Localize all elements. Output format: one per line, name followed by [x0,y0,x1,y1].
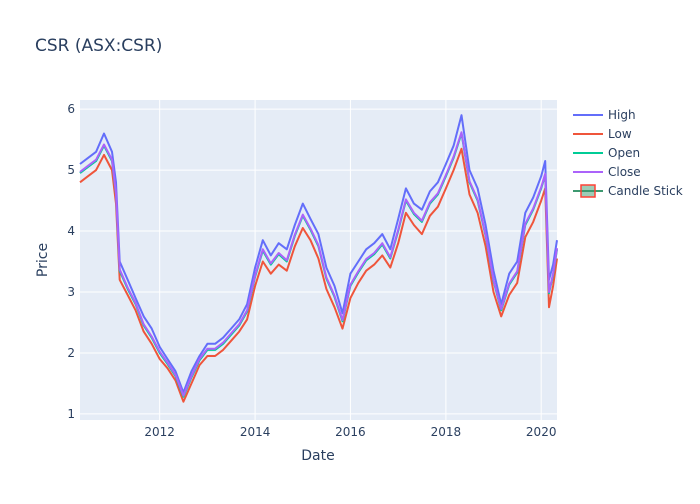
grid-lines [80,100,557,420]
y-tick-label: 3 [67,285,75,299]
legend-item: High [573,108,636,122]
series-lines [79,114,558,403]
legend-label: High [608,108,636,122]
x-tick-label: 2016 [335,425,366,439]
series-line-close [79,131,558,397]
candlestick-icon-body [580,184,596,198]
legend-item: Close [573,165,641,179]
y-tick-label: 5 [67,163,75,177]
legend-item: Open [573,146,640,160]
x-tick-label: 2012 [144,425,175,439]
series-line-low [79,147,558,403]
legend: High Low Open Close Candle Stick [573,108,683,198]
chart-title: CSR (ASX:CSR) [35,36,162,56]
y-tick-label: 4 [67,224,75,238]
series-line-high [79,114,558,394]
legend-item: Low [573,127,632,141]
y-tick-label: 1 [67,407,75,421]
tick-labels: 1 2 3 4 5 6 2012 2014 2016 2018 2020 [67,102,556,439]
x-tick-label: 2014 [240,425,271,439]
legend-label: Low [608,127,632,141]
legend-label: Close [608,165,641,179]
y-axis-label: Price [35,243,51,277]
x-axis-label: Date [301,448,334,464]
y-tick-label: 6 [67,102,75,116]
legend-item: Candle Stick [573,184,683,198]
x-tick-label: 2018 [431,425,462,439]
legend-label: Candle Stick [608,184,683,198]
legend-label: Open [608,146,640,160]
y-tick-label: 2 [67,346,75,360]
x-tick-label: 2020 [526,425,557,439]
